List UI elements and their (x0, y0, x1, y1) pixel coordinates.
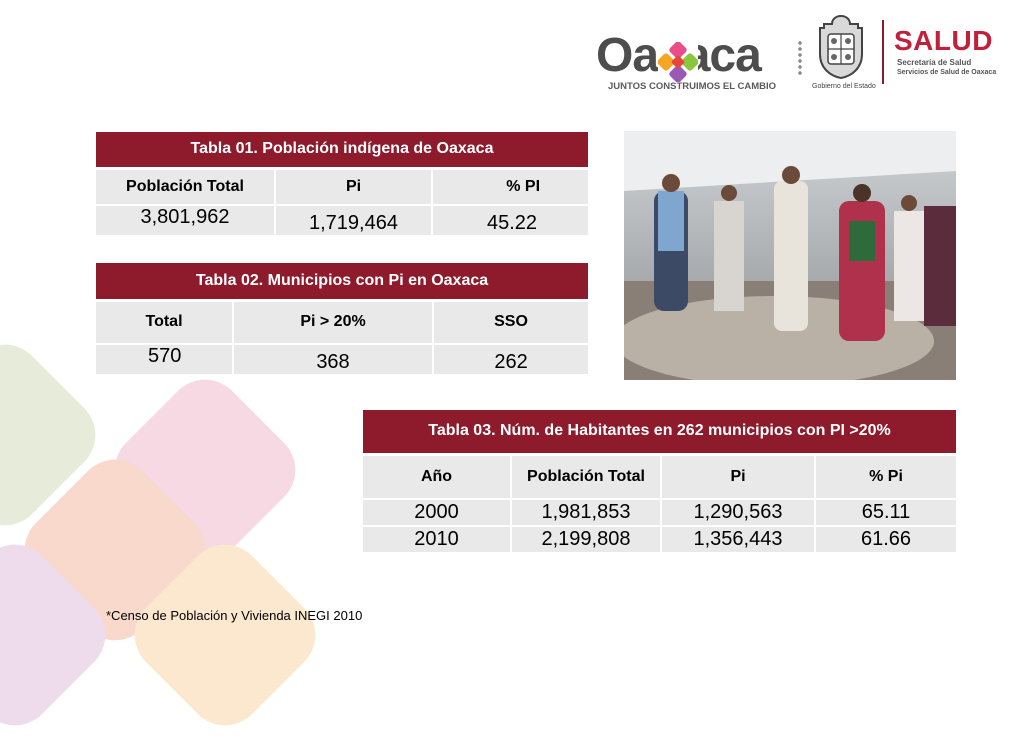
table-header: Año (363, 454, 512, 500)
table-cell: 570 (96, 344, 234, 376)
table-cell: 1,356,443 (661, 526, 816, 554)
table-cell: 1,290,563 (661, 499, 816, 527)
tabla-01-title: Tabla 01. Población indígena de Oaxaca (96, 132, 589, 170)
table-header: % Pi (815, 454, 957, 500)
footnote: *Censo de Población y Vivienda INEGI 201… (106, 608, 363, 623)
table-cell: 262 (433, 344, 589, 376)
salud-subtitle: Secretaría de Salud (897, 58, 972, 67)
oaxaca-logo: Oaxaca JUNTOS CONSTRUIMOS EL CAMBIO (596, 30, 786, 100)
table-cell: 2,199,808 (511, 526, 662, 554)
table-header: Pi (661, 454, 816, 500)
table-header: Pi > 20% (233, 300, 434, 345)
table-cell: 45.22 (432, 205, 589, 237)
table-cell: 2010 (363, 526, 512, 554)
table-cell: 1,981,853 (511, 499, 662, 527)
salud-logo-text: SALUD (894, 25, 993, 56)
tabla-02: Tabla 02. Municipios con Pi en Oaxaca To… (96, 263, 589, 376)
tabla-01: Tabla 01. Población indígena de Oaxaca P… (96, 132, 589, 237)
table-cell: 2000 (363, 499, 512, 527)
table-cell: 1,719,464 (275, 205, 433, 237)
coat-of-arms-icon (819, 14, 863, 80)
table-header: % PI (432, 168, 589, 206)
table-header: Total (96, 300, 234, 345)
table-header: Población Total (96, 168, 276, 206)
table-header: SSO (433, 300, 589, 345)
tabla-03-title: Tabla 03. Núm. de Habitantes en 262 muni… (363, 410, 957, 456)
table-header: Población Total (511, 454, 662, 500)
table-header: Pi (275, 168, 433, 206)
gobierno-label: Gobierno del Estado (812, 83, 876, 90)
flower-icon (658, 42, 698, 82)
salud-subtitle-2: Servicios de Salud de Oaxaca (897, 69, 997, 76)
header-divider (882, 20, 884, 84)
separator-dots (797, 40, 803, 76)
table-cell: 65.11 (815, 499, 957, 527)
oaxaca-tagline: JUNTOS CONSTRUIMOS EL CAMBIO (608, 81, 777, 92)
table-cell: 3,801,962 (96, 205, 276, 237)
table-cell: 368 (233, 344, 434, 376)
table-cell: 61.66 (815, 526, 957, 554)
ceremony-photo (624, 131, 956, 380)
tabla-03: Tabla 03. Núm. de Habitantes en 262 muni… (363, 410, 957, 554)
tabla-02-title: Tabla 02. Municipios con Pi en Oaxaca (96, 263, 589, 302)
